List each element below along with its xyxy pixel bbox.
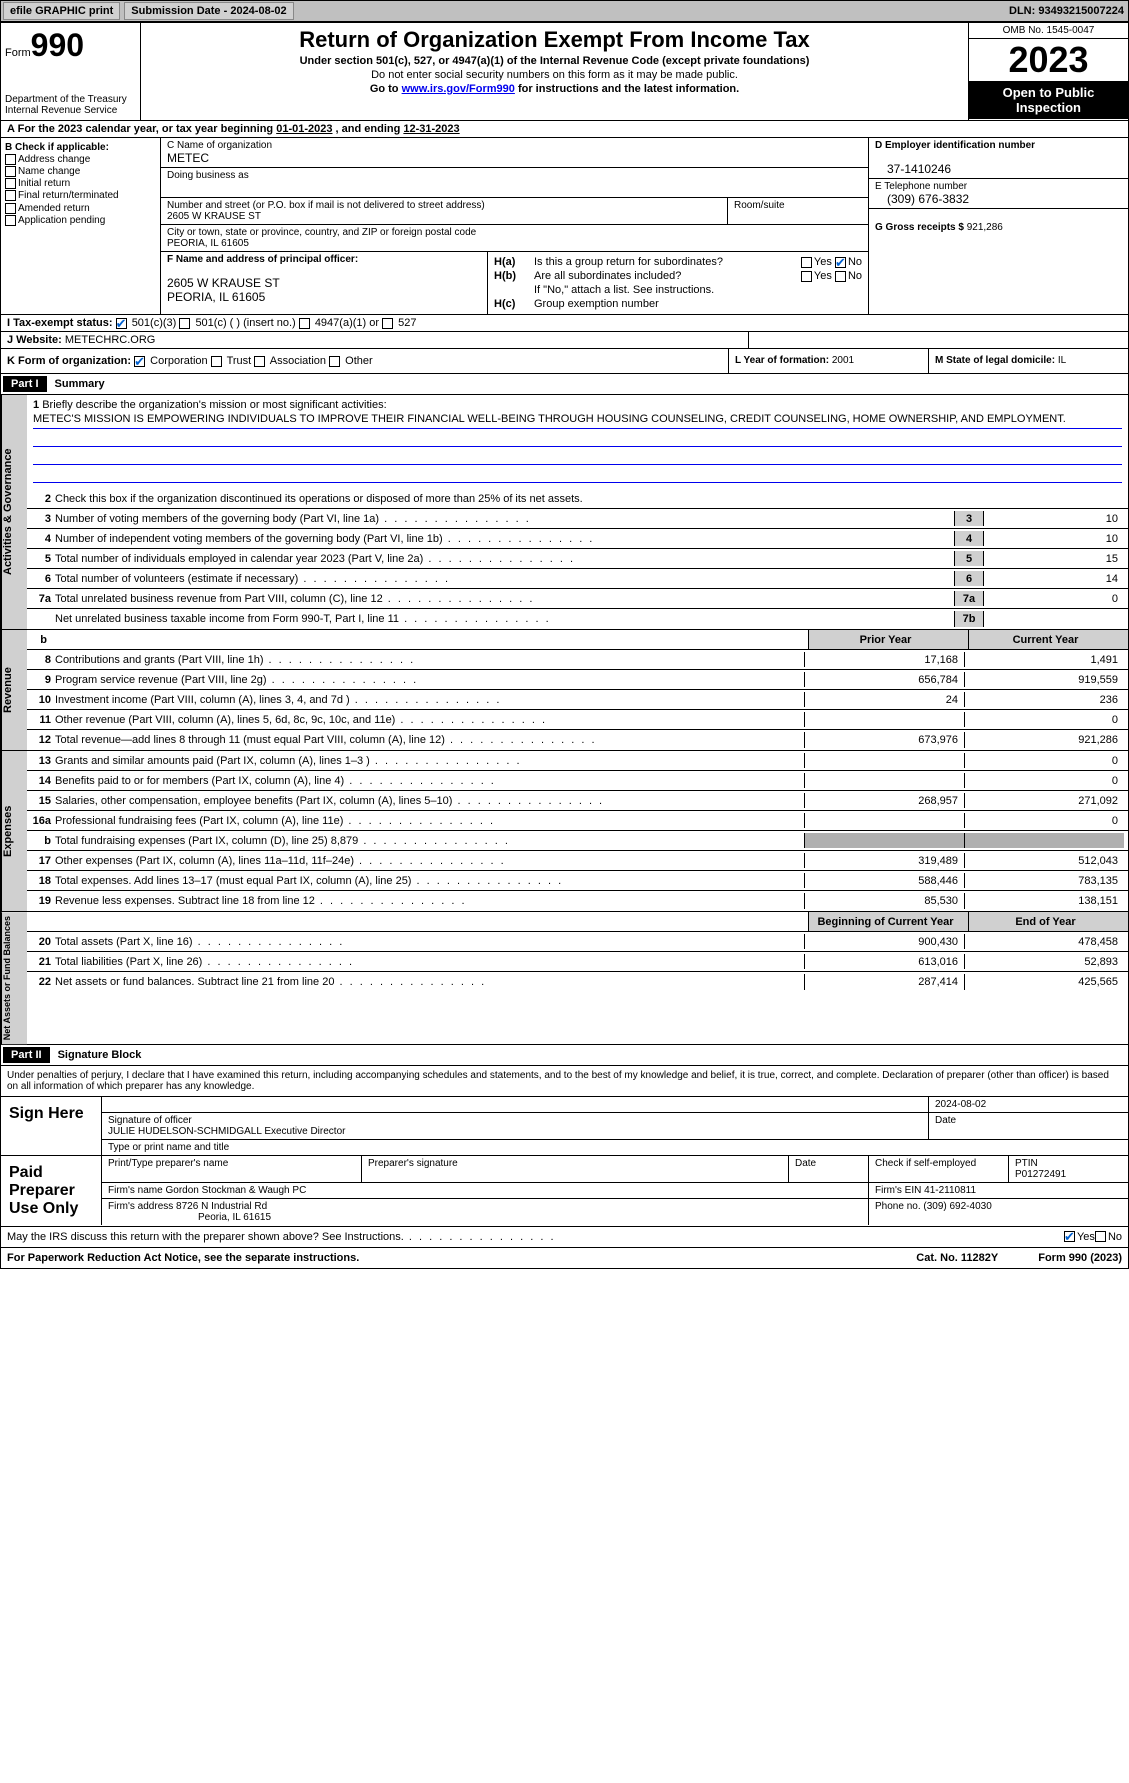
summary-line: 19Revenue less expenses. Subtract line 1… xyxy=(27,891,1128,911)
summary-line: Net unrelated business taxable income fr… xyxy=(27,609,1128,629)
summary-line: 6Total number of volunteers (estimate if… xyxy=(27,569,1128,589)
section-b: B Check if applicable: Address change Na… xyxy=(1,138,161,314)
summary-line: 3Number of voting members of the governi… xyxy=(27,509,1128,529)
sign-here-label: Sign Here xyxy=(1,1097,101,1155)
summary-line: 15Salaries, other compensation, employee… xyxy=(27,791,1128,811)
telephone: E Telephone number(309) 676-3832 xyxy=(869,179,1128,209)
revenue-section: Revenue bPrior YearCurrent Year 8Contrib… xyxy=(0,630,1129,751)
street-address: Number and street (or P.O. box if mail i… xyxy=(161,198,728,224)
dba: Doing business as xyxy=(161,168,868,198)
subtitle-3: Go to www.irs.gov/Form990 for instructio… xyxy=(145,83,964,95)
room-suite: Room/suite xyxy=(728,198,868,224)
signature-block: Under penalties of perjury, I declare th… xyxy=(0,1066,1129,1248)
summary-line: 10Investment income (Part VIII, column (… xyxy=(27,690,1128,710)
omb-number: OMB No. 1545-0047 xyxy=(969,23,1128,39)
website-row: J Website: METECHRC.ORG xyxy=(0,332,1129,349)
summary-line: bTotal fundraising expenses (Part IX, co… xyxy=(27,831,1128,851)
section-h: H(a)Is this a group return for subordina… xyxy=(488,252,868,314)
form-header: Form990 Department of the Treasury Inter… xyxy=(0,22,1129,121)
tax-exempt-row: I Tax-exempt status: 501(c)(3) 501(c) ( … xyxy=(0,315,1129,332)
paid-preparer-label: Paid Preparer Use Only xyxy=(1,1156,101,1226)
org-name: C Name of organizationMETEC xyxy=(161,138,868,168)
gross-receipts: G Gross receipts $ 921,286 xyxy=(869,209,1128,235)
summary-line: 18Total expenses. Add lines 13–17 (must … xyxy=(27,871,1128,891)
summary-line: 17Other expenses (Part IX, column (A), l… xyxy=(27,851,1128,871)
subtitle-2: Do not enter social security numbers on … xyxy=(145,69,964,81)
expenses-section: Expenses 13Grants and similar amounts pa… xyxy=(0,751,1129,912)
subtitle-1: Under section 501(c), 527, or 4947(a)(1)… xyxy=(145,55,964,67)
summary-line: 21Total liabilities (Part X, line 26)613… xyxy=(27,952,1128,972)
dln: DLN: 93493215007224 xyxy=(1009,5,1124,17)
city-state-zip: City or town, state or province, country… xyxy=(161,224,868,251)
summary-line: 7aTotal unrelated business revenue from … xyxy=(27,589,1128,609)
mission-statement: 1 Briefly describe the organization's mi… xyxy=(27,395,1128,489)
public-inspection: Open to Public Inspection xyxy=(969,81,1128,119)
activities-governance: Activities & Governance 1 Briefly descri… xyxy=(0,395,1129,630)
summary-line: 5Total number of individuals employed in… xyxy=(27,549,1128,569)
page-footer: For Paperwork Reduction Act Notice, see … xyxy=(0,1248,1129,1269)
form-number: 990 xyxy=(31,27,84,63)
summary-line: 16aProfessional fundraising fees (Part I… xyxy=(27,811,1128,831)
part-2-header: Part IISignature Block xyxy=(0,1045,1129,1066)
summary-line: 9Program service revenue (Part VIII, lin… xyxy=(27,670,1128,690)
irs-link[interactable]: www.irs.gov/Form990 xyxy=(402,83,515,95)
tax-year: 2023 xyxy=(969,39,1128,81)
summary-line: 12Total revenue—add lines 8 through 11 (… xyxy=(27,730,1128,750)
section-a: A For the 2023 calendar year, or tax yea… xyxy=(0,121,1129,138)
summary-line: 22Net assets or fund balances. Subtract … xyxy=(27,972,1128,992)
entity-info: B Check if applicable: Address change Na… xyxy=(0,138,1129,315)
summary-line: 14Benefits paid to or for members (Part … xyxy=(27,771,1128,791)
ein: D Employer identification number37-14102… xyxy=(869,138,1128,179)
summary-line: 13Grants and similar amounts paid (Part … xyxy=(27,751,1128,771)
form-title: Return of Organization Exempt From Incom… xyxy=(145,27,964,53)
summary-line: 11Other revenue (Part VIII, column (A), … xyxy=(27,710,1128,730)
part-1-header: Part ISummary xyxy=(0,374,1129,395)
form-of-org-row: K Form of organization: Corporation Trus… xyxy=(0,349,1129,374)
summary-line: 20Total assets (Part X, line 16)900,4304… xyxy=(27,932,1128,952)
dept-treasury: Department of the Treasury Internal Reve… xyxy=(5,94,136,116)
summary-line: 8Contributions and grants (Part VIII, li… xyxy=(27,650,1128,670)
net-assets-section: Net Assets or Fund Balances Beginning of… xyxy=(0,912,1129,1045)
efile-button[interactable]: efile GRAPHIC print xyxy=(3,2,120,20)
top-bar: efile GRAPHIC print Submission Date - 20… xyxy=(0,0,1129,22)
summary-line: 4Number of independent voting members of… xyxy=(27,529,1128,549)
form-word: Form xyxy=(5,47,31,59)
submission-date: Submission Date - 2024-08-02 xyxy=(124,2,293,20)
principal-officer: F Name and address of principal officer:… xyxy=(161,252,488,314)
